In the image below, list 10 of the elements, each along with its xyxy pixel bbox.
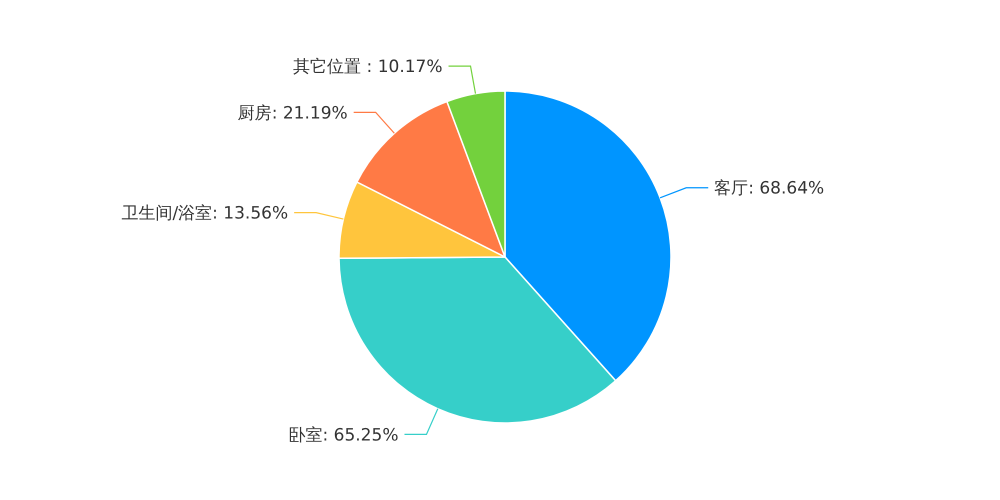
slice-label: 卫生间/浴室: [121, 204, 212, 224]
data-label: : 65.25%: [322, 425, 398, 446]
data-label: : 21.19%: [272, 103, 348, 124]
data-label: : 13.56%: [212, 204, 288, 224]
data-label: : 10.17%: [361, 57, 443, 78]
data-label: : 68.64%: [748, 178, 824, 199]
slice-label: 其它位置: [293, 57, 362, 78]
slice-label: 卧室: [288, 425, 323, 446]
slice-label: 客厅: [714, 178, 748, 199]
slice-label: 厨房: [238, 103, 272, 124]
